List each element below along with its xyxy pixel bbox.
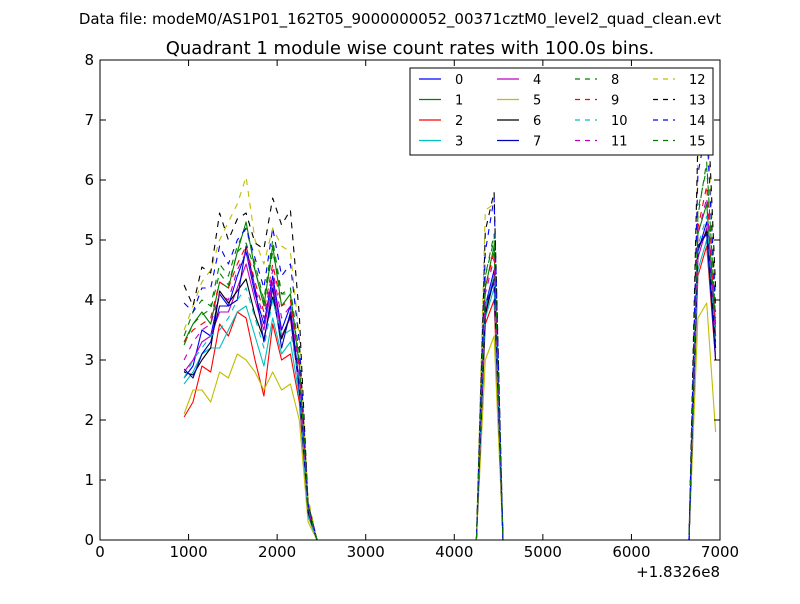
legend-box xyxy=(409,67,714,156)
legend-label-2: 2 xyxy=(455,114,463,129)
y-tick-label: 0 xyxy=(84,531,94,549)
legend-label-1: 1 xyxy=(455,94,463,109)
legend-label-12: 12 xyxy=(689,73,706,88)
x-tick-label: 7000 xyxy=(701,543,739,561)
series-line-15 xyxy=(183,161,717,541)
legend-label-4: 4 xyxy=(533,73,541,88)
legend-label-7: 7 xyxy=(533,135,541,150)
x-tick-label: 2000 xyxy=(258,543,296,561)
y-tick-label: 2 xyxy=(84,411,94,429)
x-offset-label: +1.8326e8 xyxy=(636,563,720,581)
y-tick-label: 8 xyxy=(84,51,94,69)
legend-label-0: 0 xyxy=(455,73,463,88)
x-tick-label: 6000 xyxy=(612,543,650,561)
y-tick-label: 6 xyxy=(84,171,94,189)
x-tick-label: 1000 xyxy=(169,543,207,561)
legend-label-15: 15 xyxy=(689,135,706,150)
data-file-title: Data file: modeM0/AS1P01_162T05_90000000… xyxy=(79,10,721,29)
y-tick-label: 1 xyxy=(84,471,94,489)
series-line-13 xyxy=(183,83,717,541)
legend-label-5: 5 xyxy=(533,94,541,109)
legend-label-11: 11 xyxy=(611,135,628,150)
legend-label-13: 13 xyxy=(689,94,706,109)
y-tick-label: 3 xyxy=(84,351,94,369)
legend-label-10: 10 xyxy=(611,114,628,129)
legend-label-14: 14 xyxy=(689,114,706,129)
legend-label-6: 6 xyxy=(533,114,541,129)
x-tick-label: 5000 xyxy=(524,543,562,561)
x-tick-label: 3000 xyxy=(347,543,385,561)
y-tick-label: 5 xyxy=(84,231,94,249)
x-tick-label: 0 xyxy=(95,543,105,561)
y-tick-label: 7 xyxy=(84,111,94,129)
legend-label-9: 9 xyxy=(611,94,619,109)
legend-label-8: 8 xyxy=(611,73,619,88)
y-tick-label: 4 xyxy=(84,291,94,309)
x-tick-label: 4000 xyxy=(435,543,473,561)
legend-label-3: 3 xyxy=(455,135,463,150)
chart-title: Quadrant 1 module wise count rates with … xyxy=(166,38,655,59)
